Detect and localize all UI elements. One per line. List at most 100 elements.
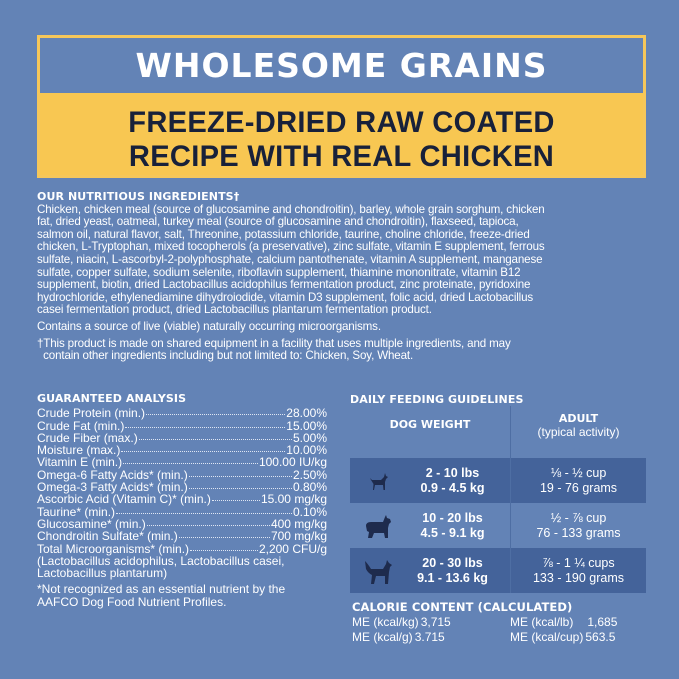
- analysis-label: Total Microorganisms* (min.): [37, 541, 190, 556]
- dog-weight-header: DOG WEIGHT: [389, 418, 471, 431]
- ingredients-line: fat, dried yeast, oatmeal, turkey meal (…: [37, 215, 519, 229]
- analysis-row: Taurine* (min.) 0.10%: [37, 504, 327, 519]
- analysis-row: Omega-3 Fatty Acids* (min.) 0.80%: [37, 480, 327, 495]
- analysis-value: 5.00%: [292, 430, 327, 445]
- analysis-label: Omega-3 Fatty Acids* (min.): [37, 480, 188, 495]
- feeding-table-header: DOG WEIGHT ADULT (typical activity): [350, 406, 646, 458]
- strains-note: (Lactobacillus acidophilus, Lactobacillu…: [37, 553, 285, 568]
- guaranteed-analysis: GUARANTEED ANALYSIS Crude Protein (min.)…: [37, 392, 327, 609]
- weight-lbs: 20 - 30 lbs: [422, 555, 483, 570]
- amount-cups: ⅞ - 1 ¼ cups: [542, 555, 615, 570]
- adult-label: ADULT: [558, 412, 599, 425]
- banner-title: WHOLESOME GRAINS: [40, 38, 643, 93]
- calorie-value: 3,715: [420, 615, 451, 629]
- ingredients-line: sulfate, niacin, L-ascorbyl-2-polyphosph…: [37, 252, 543, 266]
- dotted-leader: [188, 475, 292, 477]
- analysis-value: 700 mg/kg: [270, 529, 327, 544]
- weight-kg: 4.5 - 9.1 kg: [420, 525, 485, 540]
- weight-cell: 2 - 10 lbs 0.9 - 4.5 kg: [350, 458, 510, 503]
- facility-note: contain other ingredients including but …: [37, 349, 414, 363]
- weight-range: 2 - 10 lbs 0.9 - 4.5 kg: [405, 466, 500, 496]
- weight-cell: 10 - 20 lbs 4.5 - 9.1 kg: [350, 503, 510, 548]
- analysis-row: Omega-6 Fatty Acids* (min.) 2.50%: [37, 467, 327, 482]
- analysis-row: Moisture (max.) 10.00%: [37, 443, 327, 458]
- ingredients-line: chicken, L-Tryptophan, mixed tocopherols…: [37, 240, 545, 254]
- calorie-value: 1,685: [587, 615, 618, 629]
- dotted-leader: [146, 524, 270, 526]
- aafco-footnote: *Not recognized as an essential nutrient…: [37, 582, 286, 597]
- adult-sublabel: (typical activity): [537, 425, 620, 439]
- calorie-content: CALORIE CONTENT (CALCULATED) ME (kcal/kg…: [352, 600, 652, 645]
- calorie-item: ME (kcal/kg) 3,715: [352, 615, 510, 630]
- analysis-label: Vitamin E (min.): [37, 455, 123, 470]
- analysis-value: 28.00%: [286, 406, 327, 421]
- feeding-row: 10 - 20 lbs 4.5 - 9.1 kg ½ - ⅞ cup 76 - 133…: [350, 503, 646, 548]
- live-culture-note: Contains a source of live (viable) natur…: [37, 319, 381, 333]
- feeding-row: 2 - 10 lbs 0.9 - 4.5 kg ⅛ - ½ cup 19 - 76 g…: [350, 458, 646, 503]
- dotted-leader: [138, 438, 292, 440]
- calorie-value: 3.715: [414, 630, 445, 644]
- weight-lbs: 10 - 20 lbs: [422, 510, 483, 525]
- medium-dog-icon: [350, 514, 405, 538]
- analysis-row: Vitamin E (min.) 100.00 IU/kg: [37, 455, 327, 470]
- weight-kg: 0.9 - 4.5 kg: [420, 480, 485, 495]
- analysis-value: 2.50%: [292, 467, 327, 482]
- calorie-item: ME (kcal/lb) 1,685: [510, 615, 650, 630]
- adult-header: ADULT (typical activity): [510, 406, 646, 458]
- dotted-leader: [211, 500, 260, 502]
- amount-grams: 76 - 133 grams: [536, 525, 621, 540]
- amount-cell: ½ - ⅞ cup 76 - 133 grams: [510, 503, 646, 548]
- calorie-label: ME (kcal/lb): [510, 615, 574, 629]
- analysis-label: Glucosamine* (min.): [37, 516, 146, 531]
- ingredients-section: OUR NUTRITIOUS INGREDIENTS† Chicken, chi…: [37, 190, 652, 363]
- feeding-row: 20 - 30 lbs 9.1 - 13.6 kg ⅞ - 1 ¼ cups 133 …: [350, 548, 646, 593]
- analysis-label: Taurine* (min.): [37, 504, 116, 519]
- ingredients-line: salmon oil, natural flavor, salt, Threon…: [37, 227, 530, 241]
- product-banner: WHOLESOME GRAINS FREEZE-DRIED RAW COATED…: [37, 35, 646, 178]
- ingredients-line: hydrochloride, ethylenediamine dihydroio…: [37, 290, 534, 304]
- feeding-heading: DAILY FEEDING GUIDELINES: [350, 393, 524, 406]
- analysis-label: Chondroitin Sulfate* (min.): [37, 529, 178, 544]
- amount-cups: ½ - ⅞ cup: [550, 510, 607, 525]
- ingredients-line: Chicken, chicken meal (source of glucosa…: [37, 202, 545, 216]
- dotted-leader: [178, 537, 270, 539]
- calorie-label: ME (kcal/cup): [510, 630, 584, 644]
- amount-cell: ⅞ - 1 ¼ cups 133 - 190 grams: [510, 548, 646, 593]
- calorie-item: ME (kcal/cup) 563.5: [510, 630, 650, 645]
- analysis-label: Moisture (max.): [37, 443, 121, 458]
- dotted-leader: [146, 414, 286, 416]
- calorie-label: ME (kcal/g): [352, 630, 413, 644]
- dotted-leader: [121, 451, 286, 453]
- ingredients-line: supplement, biotin, dried Lactobacillus …: [37, 278, 531, 292]
- analysis-label: Crude Fat (min.): [37, 418, 125, 433]
- subtitle-line: RECIPE WITH REAL CHICKEN: [128, 140, 555, 173]
- calorie-label: ME (kcal/kg): [352, 615, 419, 629]
- analysis-label: Crude Protein (min.): [37, 406, 146, 421]
- dotted-leader: [188, 488, 292, 490]
- analysis-label: Ascorbic Acid (Vitamin C)* (min.): [37, 492, 211, 507]
- analysis-value: 15.00%: [286, 418, 327, 433]
- large-dog-icon: [350, 557, 405, 585]
- weight-kg: 9.1 - 13.6 kg: [417, 570, 488, 585]
- calorie-heading: CALORIE CONTENT (CALCULATED): [352, 600, 573, 614]
- analysis-row: Total Microorganisms* (min.) 2,200 CFU/g: [37, 541, 327, 556]
- weight-cell: 20 - 30 lbs 9.1 - 13.6 kg: [350, 548, 510, 593]
- analysis-row: Crude Fiber (max.) 5.00%: [37, 430, 327, 445]
- analysis-label: Crude Fiber (max.): [37, 430, 138, 445]
- ingredients-list: Chicken, chicken meal (source of glucosa…: [37, 202, 652, 317]
- banner-subtitle: FREEZE-DRIED RAW COATED RECIPE WITH REAL…: [49, 93, 634, 174]
- analysis-value: 0.10%: [292, 504, 327, 519]
- dotted-leader: [125, 426, 286, 428]
- ingredients-heading: OUR NUTRITIOUS INGREDIENTS†: [37, 190, 240, 203]
- analysis-value: 15.00 mg/kg: [260, 492, 327, 507]
- analysis-row: Glucosamine* (min.) 400 mg/kg: [37, 516, 327, 531]
- calorie-value: 563.5: [585, 630, 616, 644]
- aafco-footnote: AAFCO Dog Food Nutrient Profiles.: [37, 594, 227, 609]
- dotted-leader: [190, 549, 258, 551]
- ingredients-line: sulfate, copper sulfate, sodium selenite…: [37, 265, 521, 279]
- subtitle-line: FREEZE-DRIED RAW COATED: [128, 106, 555, 139]
- analysis-row: Crude Fat (min.) 15.00%: [37, 418, 327, 433]
- feeding-guidelines: DAILY FEEDING GUIDELINES DOG WEIGHT ADUL…: [350, 393, 646, 593]
- dotted-leader: [123, 463, 258, 465]
- facility-note: †This product is made on shared equipmen…: [37, 336, 511, 350]
